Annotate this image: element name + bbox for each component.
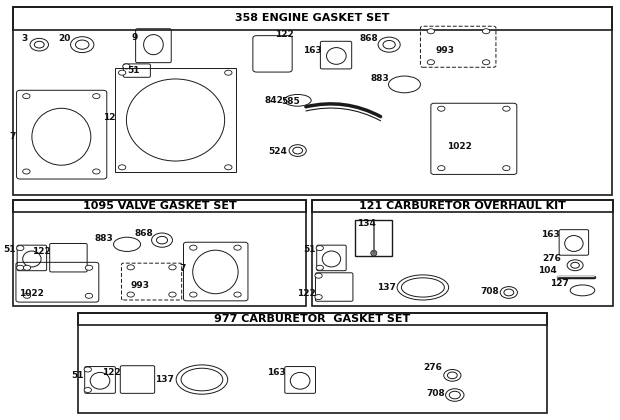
Text: 993: 993 (131, 281, 149, 290)
Text: 1022: 1022 (19, 289, 44, 298)
Text: 993: 993 (435, 46, 454, 55)
Text: 276: 276 (423, 363, 443, 373)
Circle shape (127, 265, 135, 270)
Text: 7: 7 (179, 264, 185, 273)
Circle shape (84, 367, 91, 372)
Circle shape (315, 273, 322, 278)
Circle shape (315, 294, 322, 299)
Text: 122: 122 (275, 30, 294, 39)
Circle shape (482, 29, 490, 34)
Circle shape (169, 265, 176, 270)
Text: 163: 163 (541, 230, 560, 239)
Text: 122: 122 (32, 247, 50, 256)
Circle shape (92, 94, 100, 99)
Circle shape (316, 246, 324, 251)
Circle shape (17, 246, 24, 251)
Text: 12: 12 (104, 113, 116, 122)
Bar (78, 312, 547, 325)
Text: 883: 883 (370, 74, 389, 83)
Text: 134: 134 (357, 219, 376, 228)
Circle shape (84, 388, 91, 393)
Text: 3: 3 (21, 34, 28, 43)
Text: 977 CARBURETOR  GASKET SET: 977 CARBURETOR GASKET SET (215, 314, 410, 323)
Text: 51: 51 (3, 245, 16, 254)
Circle shape (190, 245, 197, 250)
Circle shape (482, 60, 490, 65)
Text: 1022: 1022 (448, 142, 472, 151)
Text: 276: 276 (542, 254, 561, 263)
Bar (355, 220, 392, 256)
Bar (312, 200, 613, 306)
Circle shape (24, 293, 30, 298)
Text: 708: 708 (426, 389, 445, 399)
Circle shape (427, 60, 435, 65)
Circle shape (190, 292, 197, 297)
Text: 358 ENGINE GASKET SET: 358 ENGINE GASKET SET (235, 13, 389, 23)
Bar (13, 7, 612, 195)
Text: 137: 137 (377, 283, 396, 292)
Circle shape (123, 64, 130, 69)
Circle shape (224, 165, 232, 170)
Circle shape (234, 292, 241, 297)
Text: 524: 524 (268, 147, 287, 156)
Circle shape (316, 265, 324, 270)
Bar (13, 7, 612, 29)
Text: 842: 842 (264, 96, 283, 105)
Circle shape (503, 106, 510, 111)
Circle shape (86, 293, 92, 298)
Circle shape (23, 94, 30, 99)
Text: 9: 9 (131, 33, 138, 42)
Text: 163: 163 (303, 46, 322, 55)
Text: 7: 7 (9, 132, 16, 141)
Text: 51: 51 (303, 245, 316, 254)
Text: 104: 104 (538, 266, 557, 275)
Text: 51: 51 (127, 66, 140, 75)
Text: 868: 868 (360, 34, 378, 42)
Circle shape (427, 29, 435, 34)
Ellipse shape (371, 250, 377, 256)
Text: 137: 137 (156, 375, 174, 384)
Circle shape (234, 245, 241, 250)
Bar (78, 312, 547, 413)
Text: 1095 VALVE GASKET SET: 1095 VALVE GASKET SET (82, 201, 236, 211)
Circle shape (92, 169, 100, 174)
Circle shape (23, 169, 30, 174)
Text: 127: 127 (550, 279, 569, 288)
Circle shape (17, 265, 24, 270)
Text: 20: 20 (58, 34, 71, 43)
Text: 121 CARBURETOR OVERHAUL KIT: 121 CARBURETOR OVERHAUL KIT (360, 201, 566, 211)
Text: 868: 868 (134, 229, 153, 239)
Bar (13, 200, 306, 306)
Circle shape (86, 265, 92, 270)
Text: 51: 51 (71, 370, 84, 380)
Text: 163: 163 (267, 368, 285, 378)
Circle shape (169, 292, 176, 297)
Bar (13, 200, 306, 213)
Circle shape (118, 70, 126, 75)
Circle shape (224, 70, 232, 75)
Text: 708: 708 (480, 287, 499, 296)
Circle shape (438, 106, 445, 111)
Circle shape (118, 165, 126, 170)
Text: 122: 122 (102, 368, 121, 378)
Text: 122: 122 (297, 289, 316, 298)
Bar (312, 200, 613, 213)
Circle shape (127, 292, 135, 297)
Text: 585: 585 (281, 97, 300, 106)
Circle shape (438, 165, 445, 171)
Circle shape (503, 165, 510, 171)
Text: 883: 883 (94, 234, 113, 243)
Circle shape (24, 265, 30, 270)
